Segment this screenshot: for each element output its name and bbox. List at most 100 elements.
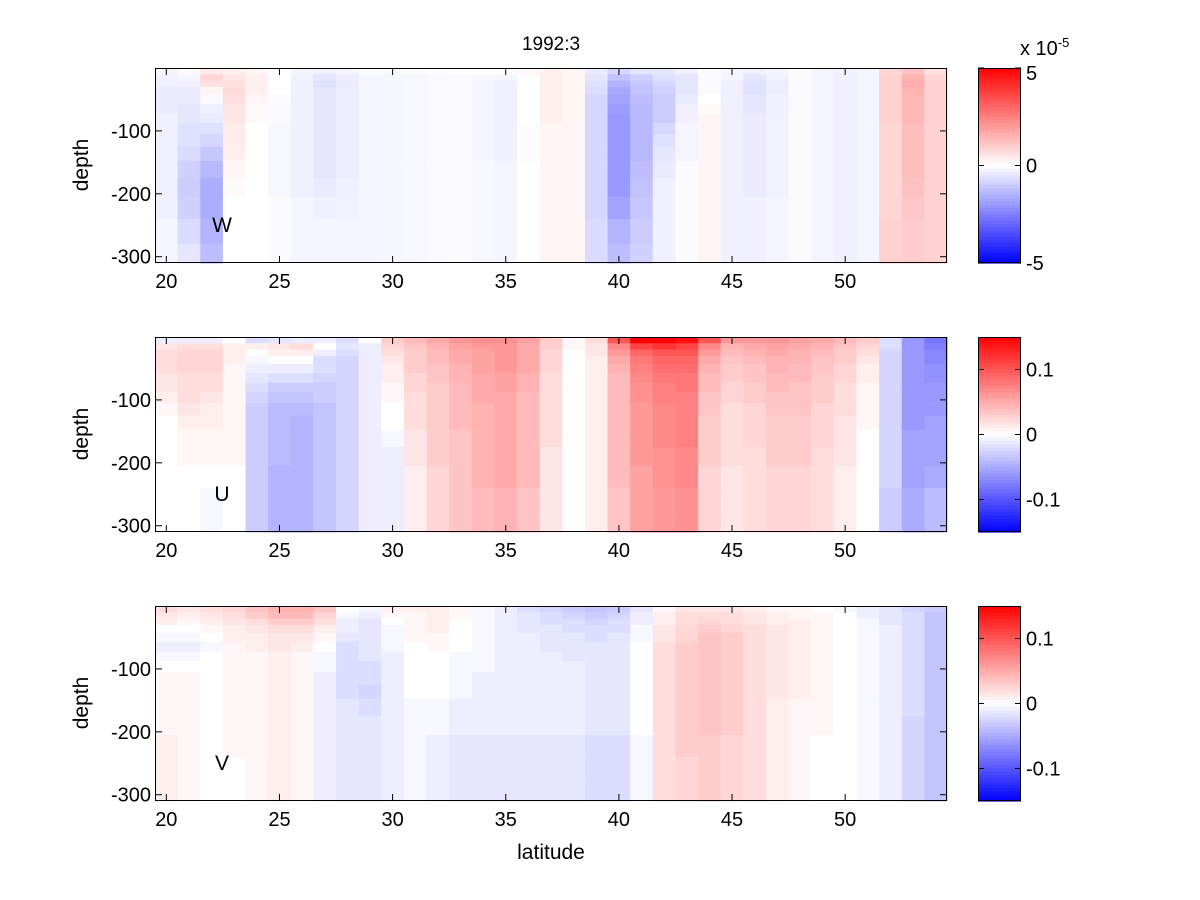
- colorbar-segment: [978, 684, 1021, 688]
- heatmap-cell: [222, 134, 247, 148]
- heatmap-cell: [924, 465, 948, 489]
- colorbar-segment: [978, 632, 1021, 636]
- colorbar-segment: [978, 658, 1021, 662]
- heatmap-cell: [765, 196, 790, 220]
- heatmap-cell: [403, 218, 428, 245]
- heatmap-cell: [517, 123, 541, 135]
- heatmap-cell: [630, 196, 654, 220]
- heatmap-cell: [268, 661, 292, 673]
- heatmap-cell: [449, 363, 473, 374]
- heatmap-cell: [471, 160, 496, 179]
- heatmap-cell: [403, 80, 428, 88]
- heatmap-cell: [607, 373, 631, 384]
- heatmap-cell: [313, 513, 337, 533]
- heatmap-cell: [539, 403, 563, 417]
- heatmap-cell: [675, 782, 699, 802]
- heatmap-cell: [856, 86, 880, 96]
- heatmap-cell: [879, 160, 903, 179]
- heatmap-cell: [517, 642, 541, 653]
- heatmap-cell: [539, 68, 563, 75]
- heatmap-cell: [290, 349, 314, 357]
- heatmap-cell: [358, 642, 382, 653]
- heatmap-cell: [177, 447, 201, 467]
- heatmap-cell: [403, 146, 428, 162]
- heatmap-cell: [901, 104, 925, 115]
- heatmap-cell: [698, 392, 722, 404]
- colorbar-segment: [978, 641, 1021, 646]
- heatmap-cell: [494, 123, 518, 135]
- heatmap-cell: [765, 698, 790, 717]
- heatmap-cell: [471, 403, 496, 417]
- colorbar-segment: [978, 752, 1021, 757]
- heatmap-cell: [177, 349, 201, 357]
- heatmap-cell: [313, 355, 337, 365]
- heatmap-cell: [788, 196, 812, 220]
- heatmap-cell: [336, 178, 360, 198]
- heatmap-cell: [358, 465, 382, 489]
- y-tick-label: -200: [111, 722, 151, 744]
- heatmap-cell: [403, 447, 428, 467]
- heatmap-cell: [426, 146, 450, 162]
- heatmap-cell: [539, 178, 563, 198]
- heatmap-cell: [290, 624, 314, 634]
- heatmap-cell: [833, 86, 858, 96]
- heatmap-cell: [675, 146, 699, 162]
- y-ticks-w: -100-200-300: [111, 121, 947, 269]
- heatmap-cell: [336, 684, 360, 700]
- heatmap-cell: [607, 632, 631, 643]
- heatmap-cell: [788, 337, 812, 344]
- heatmap-cell: [811, 104, 835, 115]
- heatmap-cell: [698, 218, 722, 245]
- heatmap-cell: [562, 146, 586, 162]
- heatmap-cell: [765, 392, 790, 404]
- heatmap-cell: [313, 196, 337, 220]
- heatmap-cell: [290, 447, 314, 467]
- heatmap-cell: [562, 160, 586, 179]
- heatmap-cell: [811, 113, 835, 124]
- colorbar-segment: [978, 97, 1021, 102]
- colorbar-segment: [978, 107, 1021, 111]
- heatmap-cell: [584, 606, 609, 613]
- colorbar-segment: [978, 454, 1021, 458]
- heatmap-cell: [562, 672, 586, 686]
- heatmap-cell: [879, 651, 903, 662]
- heatmap-cell: [403, 415, 428, 431]
- heatmap-cell: [630, 355, 654, 365]
- heatmap-cell: [675, 373, 699, 384]
- colorbar-segment: [978, 211, 1021, 215]
- heatmap-cell: [426, 447, 450, 467]
- heatmap-cell: [336, 612, 360, 620]
- heatmap-cell: [765, 373, 790, 384]
- heatmap-cell: [698, 651, 722, 662]
- heatmap-cell: [856, 756, 880, 783]
- heatmap-cell: [222, 178, 247, 198]
- heatmap-cell: [562, 134, 586, 148]
- heatmap-cell: [743, 382, 767, 393]
- heatmap-cell: [584, 355, 609, 365]
- colorbar-tick-label: 0.1: [1026, 360, 1054, 382]
- heatmap-cell: [698, 196, 722, 220]
- heatmap-cell: [222, 447, 247, 467]
- heatmap-cell: [901, 160, 925, 179]
- heatmap-cell: [630, 716, 654, 736]
- colorbar-segment: [978, 113, 1021, 118]
- heatmap-cell: [652, 415, 677, 431]
- heatmap-cell: [698, 782, 722, 802]
- heatmap-cell: [539, 337, 563, 344]
- heatmap-cell: [811, 429, 835, 448]
- heatmap-cell: [698, 415, 722, 431]
- heatmap-cell: [426, 612, 450, 620]
- colorbar-segment: [978, 434, 1021, 439]
- heatmap-cell: [720, 160, 744, 179]
- heatmap-cell: [313, 178, 337, 198]
- heatmap-cell: [449, 513, 473, 533]
- heatmap-cell: [720, 113, 744, 124]
- heatmap-cell: [539, 447, 563, 467]
- heatmap-cell: [245, 734, 269, 758]
- heatmap-cell: [449, 651, 473, 662]
- heatmap-cell: [901, 123, 925, 135]
- heatmap-cell: [924, 698, 948, 717]
- colorbar-segment: [978, 768, 1021, 773]
- heatmap-cell: [155, 80, 179, 88]
- heatmap-cell: [562, 363, 586, 374]
